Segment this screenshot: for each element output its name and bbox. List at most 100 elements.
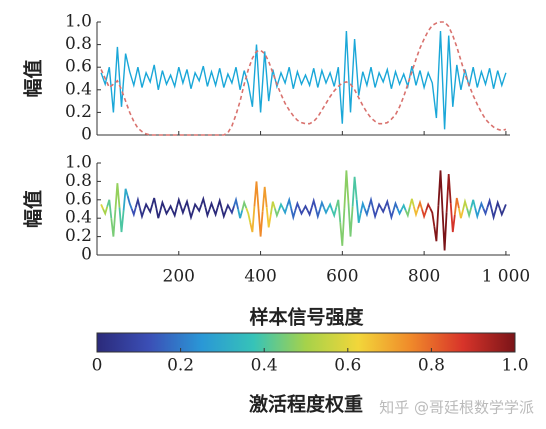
- signal-segment: [274, 208, 280, 219]
- y-tick-label: 0.2: [65, 226, 92, 246]
- signal-segment: [139, 207, 145, 220]
- signal-segment: [143, 202, 149, 211]
- signal-segment: [363, 206, 370, 218]
- signal-segment: [134, 196, 141, 209]
- signal-segment: [343, 170, 350, 209]
- signal-segment: [433, 205, 440, 242]
- y-tick-label: 0.2: [65, 102, 92, 122]
- signal-segment: [306, 207, 313, 217]
- signal-segment: [179, 205, 186, 216]
- colorbar-tick-label: 0: [92, 356, 103, 376]
- y-tick-label: 0: [81, 245, 92, 265]
- signal-segment: [396, 208, 403, 216]
- signal-segment: [167, 204, 174, 212]
- signal-segment: [184, 198, 190, 210]
- signal-segment: [106, 199, 113, 219]
- signal-segment: [171, 207, 178, 219]
- signal-segment: [486, 197, 493, 210]
- signal-segment: [237, 208, 244, 219]
- signal-segment: [470, 199, 477, 209]
- signal-segment: [327, 202, 333, 211]
- colorbar-tick-label: 0.4: [251, 356, 278, 376]
- signal-segment: [503, 204, 507, 210]
- signal-segment: [421, 209, 428, 220]
- colorbar: [96, 332, 516, 353]
- signal-segment: [298, 208, 305, 216]
- signal-segment: [408, 198, 415, 208]
- watermark: 知乎 @哥廷根数学学派: [379, 399, 534, 417]
- signal-segment: [151, 197, 158, 209]
- signal-segment: [294, 200, 301, 211]
- signal-segment: [441, 210, 448, 251]
- signal-segment: [498, 208, 505, 218]
- signal-segment: [310, 197, 317, 209]
- signal-segment: [351, 176, 358, 207]
- x-tick-label: 600: [326, 267, 358, 287]
- signal-segment: [466, 207, 473, 219]
- signal-segment: [130, 206, 137, 218]
- x-tick-label: 400: [244, 267, 276, 287]
- colorbar-label: 激活程度权重: [249, 393, 363, 416]
- signal-segment: [126, 195, 133, 210]
- signal-segment: [368, 196, 374, 209]
- signal-segment: [404, 206, 411, 219]
- signal-segment: [269, 201, 276, 215]
- y-tick-label: 0.4: [65, 208, 92, 228]
- signal-segment: [359, 200, 366, 214]
- signal-segment: [175, 196, 182, 208]
- signal-segment: [290, 208, 297, 221]
- signal-segment: [319, 199, 325, 210]
- y-tick-label: 0.8: [65, 34, 92, 54]
- x-tick-label: 200: [163, 267, 195, 287]
- signal-segment: [429, 208, 436, 228]
- signal-segment: [335, 199, 342, 223]
- y-tick-label: 1.0: [65, 12, 92, 32]
- signal-segment: [478, 200, 485, 211]
- signal-segment: [110, 209, 117, 237]
- x-tick-label: 1 000: [482, 267, 531, 287]
- signal-segment: [462, 198, 468, 211]
- signal-segment: [100, 204, 104, 210]
- y-axis-label: 幅值: [22, 190, 45, 228]
- signal-segment: [204, 206, 211, 219]
- signal-segment: [355, 199, 362, 223]
- signal-segment: [196, 204, 203, 213]
- signal-segment: [208, 200, 215, 210]
- signal-segment: [229, 205, 235, 215]
- signal-segment: [474, 207, 481, 220]
- signal-segment: [155, 207, 162, 219]
- signal-segment: [302, 204, 309, 211]
- signal-segment: [458, 207, 464, 219]
- signal-segment: [286, 196, 293, 209]
- y-tick-label: 0: [81, 125, 92, 145]
- signal-segment: [388, 209, 395, 221]
- signal-segment: [417, 199, 423, 210]
- y-tick-label: 1.0: [65, 153, 92, 173]
- signal-segment: [392, 200, 399, 211]
- signal-segment: [220, 208, 227, 220]
- signal-segment: [323, 207, 329, 215]
- y-tick-label: 0.6: [65, 57, 92, 77]
- signal-segment: [265, 207, 272, 228]
- signal-segment: [241, 199, 248, 211]
- signal-segment: [380, 206, 387, 214]
- signal-segment: [212, 207, 219, 218]
- signal-segment: [253, 181, 260, 210]
- signal-segment: [413, 206, 419, 218]
- signal-segment: [118, 207, 125, 233]
- series-line: [100, 30, 507, 130]
- signal-segment: [490, 208, 497, 221]
- signal-segment: [282, 205, 288, 216]
- y-tick-label: 0.8: [65, 171, 92, 191]
- signal-segment: [188, 209, 194, 221]
- signal-segment: [445, 173, 452, 213]
- colorbar-tick-label: 0.6: [334, 356, 361, 376]
- colorbar-tick-label: 1.0: [501, 356, 528, 376]
- signal-segment: [114, 183, 121, 210]
- signal-segment: [331, 207, 338, 219]
- signal-segment: [453, 197, 460, 216]
- y-tick-label: 0.6: [65, 189, 92, 209]
- colorbar-tick-label: 0.8: [418, 356, 445, 376]
- signal-segment: [102, 206, 109, 217]
